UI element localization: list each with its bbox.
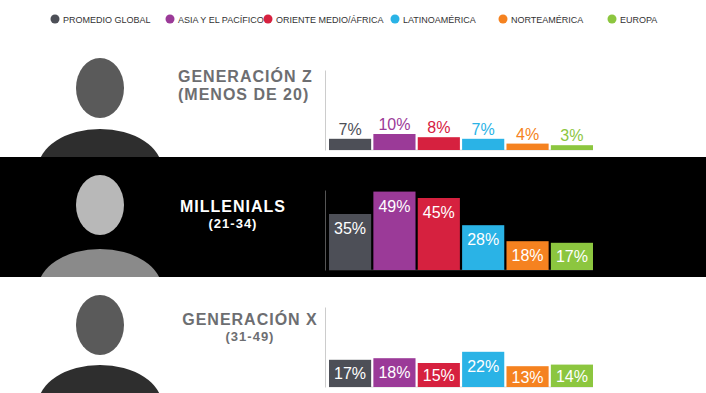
- data-label: 13%: [512, 369, 544, 386]
- portrait-shoulders: [38, 249, 162, 277]
- background: [0, 0, 706, 393]
- portrait-head: [76, 295, 124, 355]
- category-label-line: (21-34): [209, 216, 258, 231]
- bar: [462, 139, 504, 150]
- data-label: 10%: [378, 116, 410, 133]
- data-label: 22%: [467, 358, 499, 375]
- legend-swatch: [166, 15, 175, 24]
- bar: [329, 360, 371, 387]
- legend: PROMEDIO GLOBAL ASIA Y EL PACÍFICO ORIENTE…: [51, 15, 658, 25]
- bar: [506, 144, 548, 150]
- portrait-head: [76, 58, 124, 118]
- portrait: [38, 175, 162, 277]
- axis-line: [325, 71, 326, 151]
- legend-swatch: [51, 15, 60, 24]
- bar: [373, 358, 415, 387]
- portrait-shoulders: [38, 365, 162, 393]
- data-label: 8%: [427, 119, 450, 136]
- bar: [418, 198, 460, 270]
- legend-label: ORIENTE MEDIO/ÁFRICA: [276, 15, 384, 25]
- y-axis: [325, 191, 326, 271]
- bar: [551, 365, 593, 387]
- bars: [329, 134, 593, 150]
- panel: GENERACIÓN X(31-49) 17% 18% 15% 22% 13% 14%: [0, 277, 706, 393]
- data-label: 7%: [339, 121, 362, 138]
- data-labels: 17% 18% 15% 22% 13% 14%: [334, 358, 588, 386]
- portrait: [38, 58, 162, 157]
- legend-label: EUROPA: [620, 15, 657, 25]
- category-label-line: MILLENIALS: [180, 198, 286, 215]
- legend-label: LATINOAMÉRICA: [403, 15, 476, 25]
- data-label: 45%: [423, 204, 455, 221]
- portrait-head: [76, 175, 124, 235]
- category-label-line: GENERACIÓN X: [182, 310, 318, 328]
- bar: [418, 363, 460, 387]
- bar: [551, 243, 593, 270]
- data-label: 4%: [516, 126, 539, 143]
- data-label: 14%: [556, 368, 588, 385]
- bars: [329, 192, 593, 270]
- category-label: GENERACIÓN Z(MENOS DE 20): [178, 67, 313, 103]
- data-label: 15%: [423, 367, 455, 384]
- category-label: MILLENIALS(21-34): [180, 198, 286, 231]
- bar: [506, 366, 548, 387]
- legend-label: ASIA Y EL PACÍFICO: [178, 15, 264, 25]
- bars: [329, 352, 593, 387]
- bar: [329, 214, 371, 270]
- axis-line: [325, 191, 326, 271]
- data-label: 18%: [378, 364, 410, 381]
- bar: [418, 137, 460, 150]
- legend-label: NORTEAMÉRICA: [511, 15, 583, 25]
- category-label-line: (MENOS DE 20): [178, 86, 309, 103]
- data-labels: 35% 49% 45% 28% 18% 17%: [334, 198, 588, 266]
- data-labels: 7% 10% 8% 7% 4% 3%: [339, 116, 584, 144]
- legend-swatch: [391, 15, 400, 24]
- data-label: 18%: [512, 247, 544, 264]
- data-label: 17%: [334, 365, 366, 382]
- bar: [551, 145, 593, 150]
- legend-swatch: [608, 15, 617, 24]
- bar: [462, 225, 504, 270]
- data-label: 17%: [556, 248, 588, 265]
- portrait: [38, 295, 162, 393]
- data-label: 3%: [560, 127, 583, 144]
- data-label: 49%: [378, 198, 410, 215]
- portrait-shoulders: [38, 129, 162, 157]
- bar: [373, 192, 415, 270]
- bar: [506, 241, 548, 270]
- category-label-line: GENERACIÓN Z: [178, 67, 313, 85]
- y-axis: [325, 71, 326, 151]
- bar: [462, 352, 504, 387]
- legend-swatch: [499, 15, 508, 24]
- category-label-line: (31-49): [226, 329, 275, 344]
- legend-label: PROMEDIO GLOBAL: [63, 15, 151, 25]
- chart: PROMEDIO GLOBAL ASIA Y EL PACÍFICO ORIENTE…: [0, 0, 706, 393]
- data-label: 35%: [334, 220, 366, 237]
- y-axis: [325, 308, 326, 388]
- bar: [373, 134, 415, 150]
- category-label: GENERACIÓN X(31-49): [182, 310, 318, 344]
- bar: [329, 139, 371, 150]
- legend-swatch: [264, 15, 273, 24]
- data-label: 28%: [467, 231, 499, 248]
- data-label: 7%: [472, 121, 495, 138]
- axis-line: [325, 308, 326, 388]
